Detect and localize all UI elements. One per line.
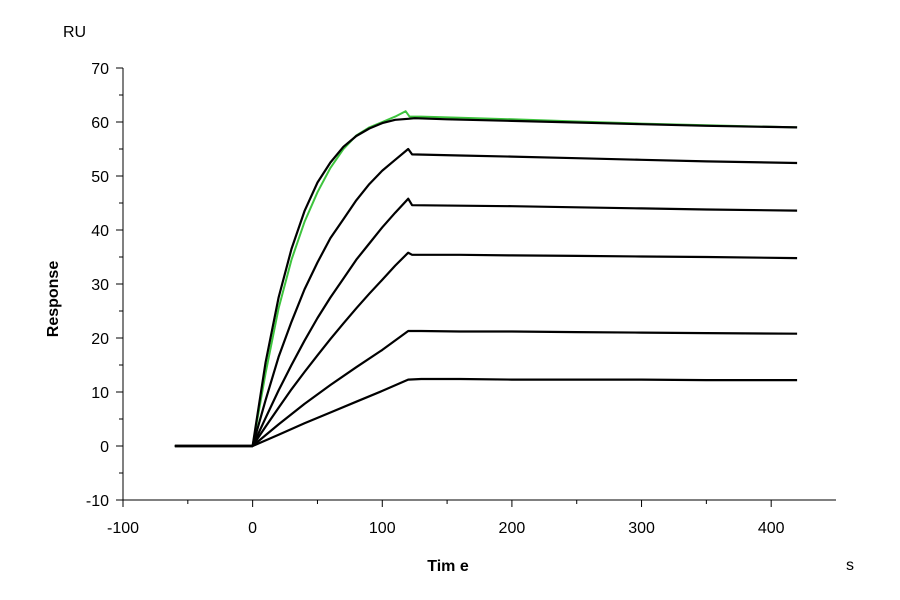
fit-curve xyxy=(174,197,798,448)
y-tick-label: 0 xyxy=(100,439,109,456)
y-tick-label: 70 xyxy=(91,61,109,78)
x-tick-label: -100 xyxy=(107,520,139,537)
x-unit-label: s xyxy=(846,557,854,574)
x-axis-title: Tim e xyxy=(427,558,469,575)
y-tick-label: 50 xyxy=(91,169,109,186)
x-tick-label: 400 xyxy=(758,520,785,537)
x-tick-label: 200 xyxy=(499,520,526,537)
fit-curve xyxy=(174,117,798,448)
fit-curves xyxy=(174,117,798,448)
series-layer xyxy=(174,110,798,448)
fit-curve xyxy=(174,147,798,448)
y-tick-label: 10 xyxy=(91,385,109,402)
y-tick-label: 40 xyxy=(91,223,109,240)
fit-curve xyxy=(174,329,798,448)
y-unit-label: RU xyxy=(63,24,86,41)
fit-curve xyxy=(174,251,798,448)
x-tick-label: 100 xyxy=(369,520,396,537)
y-tick-label: 60 xyxy=(91,115,109,132)
x-tick-label: 0 xyxy=(248,520,257,537)
y-axis-title: Response xyxy=(45,261,62,338)
x-tick-label: 300 xyxy=(628,520,655,537)
y-tick-label: 20 xyxy=(91,331,109,348)
fit-curve xyxy=(174,377,798,448)
y-tick-label: -10 xyxy=(86,493,109,510)
y-tick-label: 30 xyxy=(91,277,109,294)
